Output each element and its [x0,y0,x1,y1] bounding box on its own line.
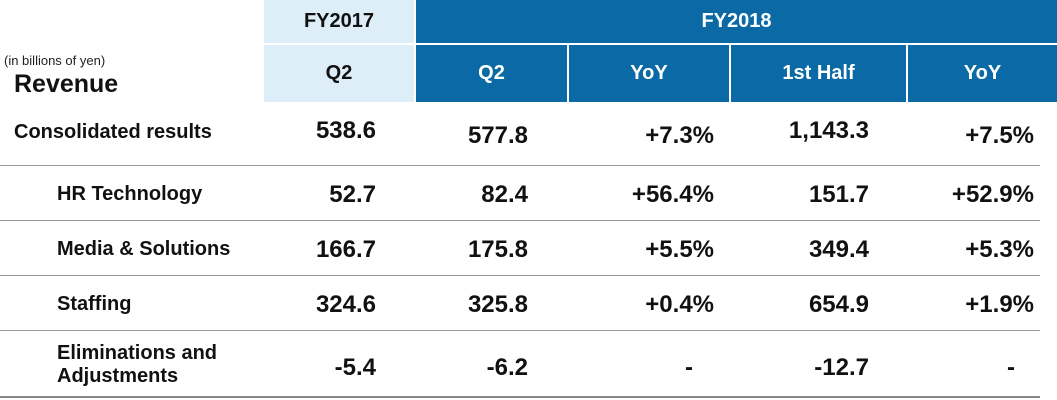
cell-fy18-q2: -6.2 [486,354,528,381]
col-q2-yoy: YoY [569,45,729,102]
col-fy2018-q2: Q2 [416,45,567,102]
cell-fy18-q2: 82.4 [481,181,528,208]
cell-fy17-q2: 324.6 [315,291,376,318]
row-label-media-solutions: Media & Solutions [57,238,231,260]
col-fy2017-q2: Q2 [264,45,414,102]
cell-q2-yoy: +0.4% [645,291,714,318]
cell-fy18-q2: 175.8 [467,236,528,263]
cell-half-yoy: +52.9% [951,181,1034,208]
cell-1st-half: 349.4 [808,236,869,263]
cell-fy17-q2: 166.7 [315,236,376,263]
cell-1st-half: -12.7 [814,354,869,381]
header-fy2018: FY2018 [416,0,1057,43]
cell-1st-half: 654.9 [808,291,869,318]
row-divider [0,275,1040,276]
header-fy2017: FY2017 [264,0,414,43]
cell-q2-yoy: +7.3% [645,122,714,149]
cell-half-yoy: +7.5% [965,122,1034,149]
cell-half-yoy: +5.3% [965,236,1034,263]
cell-q2-yoy: +56.4% [631,181,714,208]
cell-1st-half: 1,143.3 [788,117,869,144]
row-divider [0,330,1040,331]
cell-half-yoy: - [1007,354,1015,381]
unit-note: (in billions of yen) [4,53,106,68]
row-label-line: Eliminations and [57,342,218,364]
row-label-hr-technology: HR Technology [57,183,203,205]
cell-1st-half: 151.7 [808,181,869,208]
cell-fy18-q2: 325.8 [467,291,528,318]
row-label-eliminations: Eliminations and Adjustments [57,342,217,388]
row-label-line: Adjustments [57,365,179,387]
col-half-yoy: YoY [908,45,1057,102]
cell-half-yoy: +1.9% [965,291,1034,318]
cell-q2-yoy: +5.5% [645,236,714,263]
cell-fy17-q2: -5.4 [334,354,376,381]
row-divider [0,220,1040,221]
cell-fy17-q2: 52.7 [329,181,376,208]
row-divider [0,165,1040,166]
section-title: Revenue [14,70,119,98]
col-1st-half: 1st Half [731,45,906,102]
cell-fy17-q2: 538.6 [315,117,376,144]
cell-fy18-q2: 577.8 [467,122,528,149]
row-label-staffing: Staffing [57,293,132,315]
cell-q2-yoy: - [685,354,693,381]
row-label-consolidated: Consolidated results [14,121,212,143]
table-bottom-border [0,396,1040,398]
